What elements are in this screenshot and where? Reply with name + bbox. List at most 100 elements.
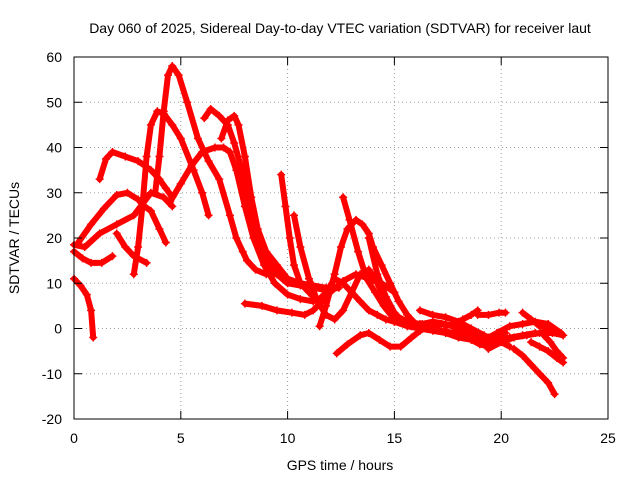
data-point — [89, 333, 98, 342]
y-tick-label: 40 — [46, 140, 62, 156]
data-point — [300, 310, 309, 319]
data-point — [364, 306, 373, 315]
data-point — [99, 204, 108, 213]
data-point — [450, 319, 459, 328]
data-point — [168, 120, 177, 129]
data-point — [80, 243, 89, 252]
data-point — [411, 322, 420, 331]
series-track-25 — [510, 344, 559, 399]
data-point — [262, 256, 271, 265]
data-point — [437, 326, 446, 335]
data-point — [204, 157, 213, 166]
data-point — [358, 220, 367, 229]
data-point — [377, 261, 386, 270]
data-point — [313, 297, 322, 306]
x-tick-label: 0 — [70, 430, 78, 446]
series-line — [540, 332, 567, 361]
data-point — [74, 238, 83, 247]
data-point — [330, 270, 339, 279]
data-point — [223, 116, 232, 125]
data-point — [518, 308, 527, 317]
x-tick-label: 5 — [177, 430, 185, 446]
series-track-21 — [441, 306, 482, 331]
data-point — [285, 234, 294, 242]
data-point — [337, 243, 345, 252]
y-tick-label: 20 — [46, 230, 62, 246]
data-point — [272, 261, 281, 270]
data-point — [330, 315, 339, 324]
data-point — [552, 347, 561, 356]
x-tick-label: 20 — [493, 430, 509, 446]
data-point — [161, 238, 170, 247]
data-point — [78, 254, 87, 263]
data-point — [527, 338, 536, 347]
data-point — [463, 333, 472, 342]
data-point — [217, 134, 226, 143]
y-axis-label: SDTVAR / TECUs — [6, 182, 22, 294]
data-point — [441, 313, 450, 322]
series-track-29 — [411, 322, 493, 351]
data-point — [290, 261, 299, 270]
data-point — [210, 143, 219, 152]
data-point — [204, 211, 213, 220]
data-point — [159, 107, 168, 116]
data-point — [424, 324, 433, 333]
data-point — [251, 265, 260, 274]
data-point — [386, 342, 395, 351]
y-tick-label: 30 — [46, 185, 62, 201]
data-point — [97, 258, 106, 267]
series-track-27 — [539, 331, 568, 362]
data-point — [518, 351, 527, 360]
data-point — [501, 308, 510, 317]
data-point — [539, 331, 548, 340]
data-point — [347, 288, 356, 297]
data-point — [277, 170, 286, 179]
data-point — [450, 329, 459, 338]
data-point — [121, 152, 130, 161]
data-point — [112, 191, 121, 200]
data-point — [394, 297, 403, 306]
data-point — [108, 148, 117, 157]
data-point — [510, 344, 519, 353]
y-tick-label: -10 — [42, 366, 62, 382]
data-point — [281, 202, 290, 211]
data-point — [296, 243, 305, 252]
data-point — [142, 152, 151, 161]
data-point — [552, 329, 561, 338]
data-point — [183, 98, 192, 107]
data-point — [225, 211, 234, 220]
data-point — [535, 369, 544, 378]
data-point — [559, 353, 568, 362]
data-point — [375, 335, 384, 344]
x-tick-labels: 0 5 10 15 20 25 — [70, 430, 616, 446]
data-point — [236, 161, 245, 170]
data-point — [356, 331, 365, 340]
data-point — [82, 290, 91, 299]
data-point — [345, 215, 354, 224]
y-tick-label: 50 — [46, 94, 62, 110]
data-point — [193, 134, 202, 143]
data-point — [339, 279, 348, 288]
series-track-08 — [151, 62, 284, 279]
data-point — [381, 292, 390, 301]
data-point — [146, 206, 155, 215]
data-point — [527, 360, 536, 369]
data-point — [134, 243, 143, 252]
data-point — [108, 252, 117, 261]
data-point — [272, 270, 281, 279]
data-point — [390, 308, 399, 317]
data-point — [198, 148, 207, 157]
data-point — [510, 333, 519, 342]
data-point — [309, 306, 318, 315]
data-point — [390, 317, 399, 326]
data-point — [240, 299, 249, 308]
data-point — [112, 229, 121, 238]
data-point — [403, 322, 412, 331]
data-point — [87, 306, 96, 315]
data-point — [454, 324, 463, 333]
data-point — [270, 279, 279, 288]
data-point — [87, 220, 96, 229]
series-layer — [70, 62, 568, 399]
data-point — [253, 224, 262, 233]
